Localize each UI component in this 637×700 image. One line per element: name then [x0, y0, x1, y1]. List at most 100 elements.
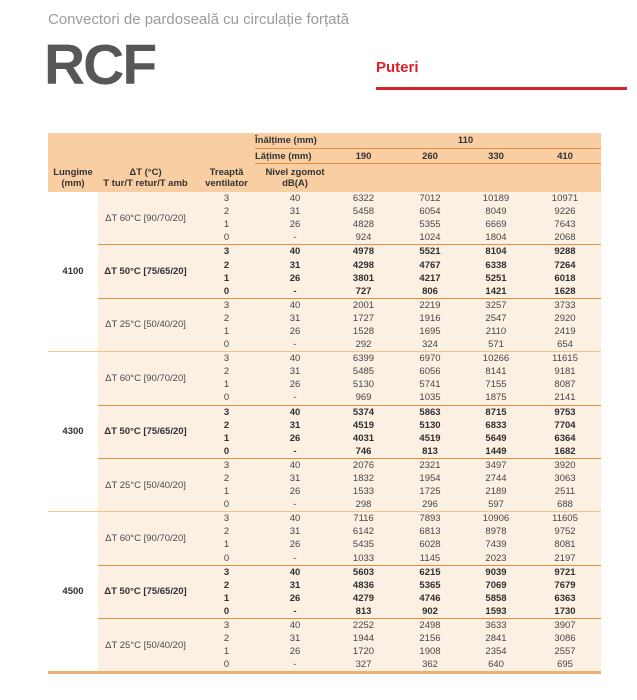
deltat-cell: ΔT 50°C [75/65/20]: [104, 426, 187, 438]
power-value-cell: 8978: [485, 526, 507, 538]
power-value-cell: 2354: [485, 646, 507, 658]
power-value-cell: 4828: [352, 219, 375, 231]
power-value-cell: 7012: [419, 193, 441, 205]
fan-step-cell: 0: [223, 285, 230, 297]
power-value-cell: 324: [422, 339, 438, 351]
power-value-cell: 4978: [352, 246, 375, 258]
power-value-cell: 2511: [554, 486, 576, 498]
power-value-cell: 597: [488, 499, 504, 511]
deltat-cell: ΔT 60°C [90/70/20]: [105, 212, 186, 224]
table-row: 3 40 2252 2498 3633 3907: [193, 619, 601, 632]
fan-step-cell: 2: [223, 312, 230, 324]
section-title: Puteri: [376, 59, 419, 76]
fan-step-cell: 2: [223, 366, 230, 378]
subgroup-rows: 3 40 7116 7893 10906 11605 2 31 6142 6813 8978 9752…: [193, 512, 601, 564]
noise-cell: 26: [289, 486, 301, 498]
table-row: 1 26 1533 1725 2189 2511: [193, 485, 601, 498]
fan-step-cell: 2: [223, 526, 230, 538]
power-value-cell: 5355: [419, 219, 441, 231]
width-value: 190: [355, 150, 372, 162]
table-row: 3 40 6399 6970 10266 11615: [193, 352, 601, 365]
power-value-cell: 4217: [419, 272, 441, 284]
noise-cell: -: [293, 605, 297, 617]
power-value-cell: 1725: [419, 486, 441, 498]
deltat-subgroup: ΔT 60°C [90/70/20] 3 40 6322 7012 10189 10971 2…: [98, 192, 601, 244]
noise-cell: 31: [289, 419, 301, 431]
power-value-cell: 6813: [419, 526, 441, 538]
table-row: 0 - 1033 1145 2023 2197: [193, 552, 601, 565]
power-value-cell: 727: [355, 285, 372, 297]
power-value-cell: 1727: [352, 312, 375, 324]
power-value-cell: 11605: [552, 513, 578, 525]
fan-step-cell: 3: [223, 406, 230, 418]
table-row: 3 40 7116 7893 10906 11605: [193, 512, 601, 525]
table-row: 3 40 5374 5863 8715 9753: [193, 406, 601, 419]
power-value-cell: 5374: [352, 406, 375, 418]
table-row: 1 26 4828 5355 6669 7643: [193, 218, 601, 231]
power-value-cell: 10266: [482, 353, 510, 365]
power-value-cell: 3801: [352, 272, 375, 284]
power-value-cell: 1875: [485, 392, 507, 404]
noise-cell: 26: [289, 379, 301, 391]
noise-column-header: Nivel zgomot dB(A): [260, 164, 330, 192]
noise-cell: 26: [289, 592, 301, 604]
group-rows: ΔT 60°C [90/70/20] 3 40 6322 7012 10189 10971 2…: [98, 192, 601, 352]
power-value-cell: 806: [422, 285, 438, 297]
power-value-cell: 2547: [485, 312, 507, 324]
height-header-region: Înălțime (mm) 110: [255, 133, 601, 149]
fan-step-cell: 0: [223, 659, 230, 671]
fan-step-cell: 2: [223, 419, 230, 431]
power-value-cell: 4298: [352, 259, 375, 271]
noise-cell: 40: [289, 353, 301, 365]
power-value-cell: 1449: [485, 445, 507, 457]
table-row: 0 - 292 324 571 654: [193, 338, 601, 351]
noise-cell: 40: [289, 406, 301, 418]
table-row: 1 26 4279 4746 5858 6363: [193, 592, 601, 605]
noise-cell: -: [293, 552, 297, 564]
table-row: 1 26 4031 4519 5649 6364: [193, 432, 601, 445]
group-rows: ΔT 60°C [90/70/20] 3 40 7116 7893 10906 11605 2…: [98, 512, 601, 672]
power-value-cell: 4031: [352, 432, 375, 444]
power-value-cell: 6399: [352, 353, 375, 365]
power-value-cell: 5521: [419, 246, 441, 258]
power-value-cell: 3497: [485, 459, 507, 471]
power-value-cell: 2197: [554, 552, 576, 564]
table-row: 0 - 298 296 597 688: [193, 498, 601, 511]
table-row: 2 31 5485 6056 8141 9181: [193, 365, 601, 378]
deltat-subgroup: ΔT 25°C [50/40/20] 3 40 2076 2321 3497 3920 2 31…: [98, 457, 601, 511]
power-value-cell: 11615: [552, 353, 578, 365]
table-row: 0 - 924 1024 1804 2068: [193, 231, 601, 244]
header-spacer: [48, 149, 255, 164]
subgroup-rows: 3 40 6322 7012 10189 10971 2 31 5458 6054 8049 9226…: [193, 192, 601, 244]
noise-cell: -: [293, 232, 297, 244]
power-value-cell: 4836: [352, 579, 375, 591]
fan-step-cell: 3: [223, 299, 230, 311]
power-value-cell: 5130: [419, 419, 441, 431]
header-spacer: [48, 133, 255, 149]
deltat-cell: ΔT 60°C [90/70/20]: [105, 372, 186, 384]
noise-cell: 26: [289, 272, 301, 284]
power-value-cell: 6364: [554, 432, 576, 444]
power-value-cell: 1944: [352, 633, 375, 645]
power-value-cell: 813: [355, 605, 372, 617]
fan-step-cell: 2: [223, 206, 230, 218]
deltat-column-header: ΔT (°C) T tur/T retur/T amb: [98, 164, 193, 192]
power-value-cell: 4746: [419, 592, 441, 604]
power-value-cell: 6215: [419, 566, 441, 578]
power-value-cell: 7439: [485, 539, 507, 551]
power-value-cell: 9226: [554, 206, 576, 218]
power-value-cell: 296: [422, 499, 438, 511]
fan-step-column-header: Treaptă ventilator: [193, 164, 260, 192]
deltat-subgroup: ΔT 60°C [90/70/20] 3 40 6399 6970 10266 11615 2…: [98, 352, 601, 404]
power-value-cell: 9288: [554, 246, 576, 258]
table-row: 1 26 1720 1908 2354 2557: [193, 645, 601, 658]
fan-step-cell: 2: [223, 633, 230, 645]
power-value-cell: 1916: [419, 312, 441, 324]
fan-step-cell: 0: [223, 445, 230, 457]
fan-step-cell: 3: [223, 513, 230, 525]
power-value-cell: 813: [422, 445, 438, 457]
deltat-cell: ΔT 25°C [50/40/20]: [105, 639, 186, 651]
deltat-cell: ΔT 50°C [75/65/20]: [104, 266, 187, 278]
power-value-cell: 1682: [554, 445, 576, 457]
fan-step-cell: 3: [223, 620, 230, 632]
